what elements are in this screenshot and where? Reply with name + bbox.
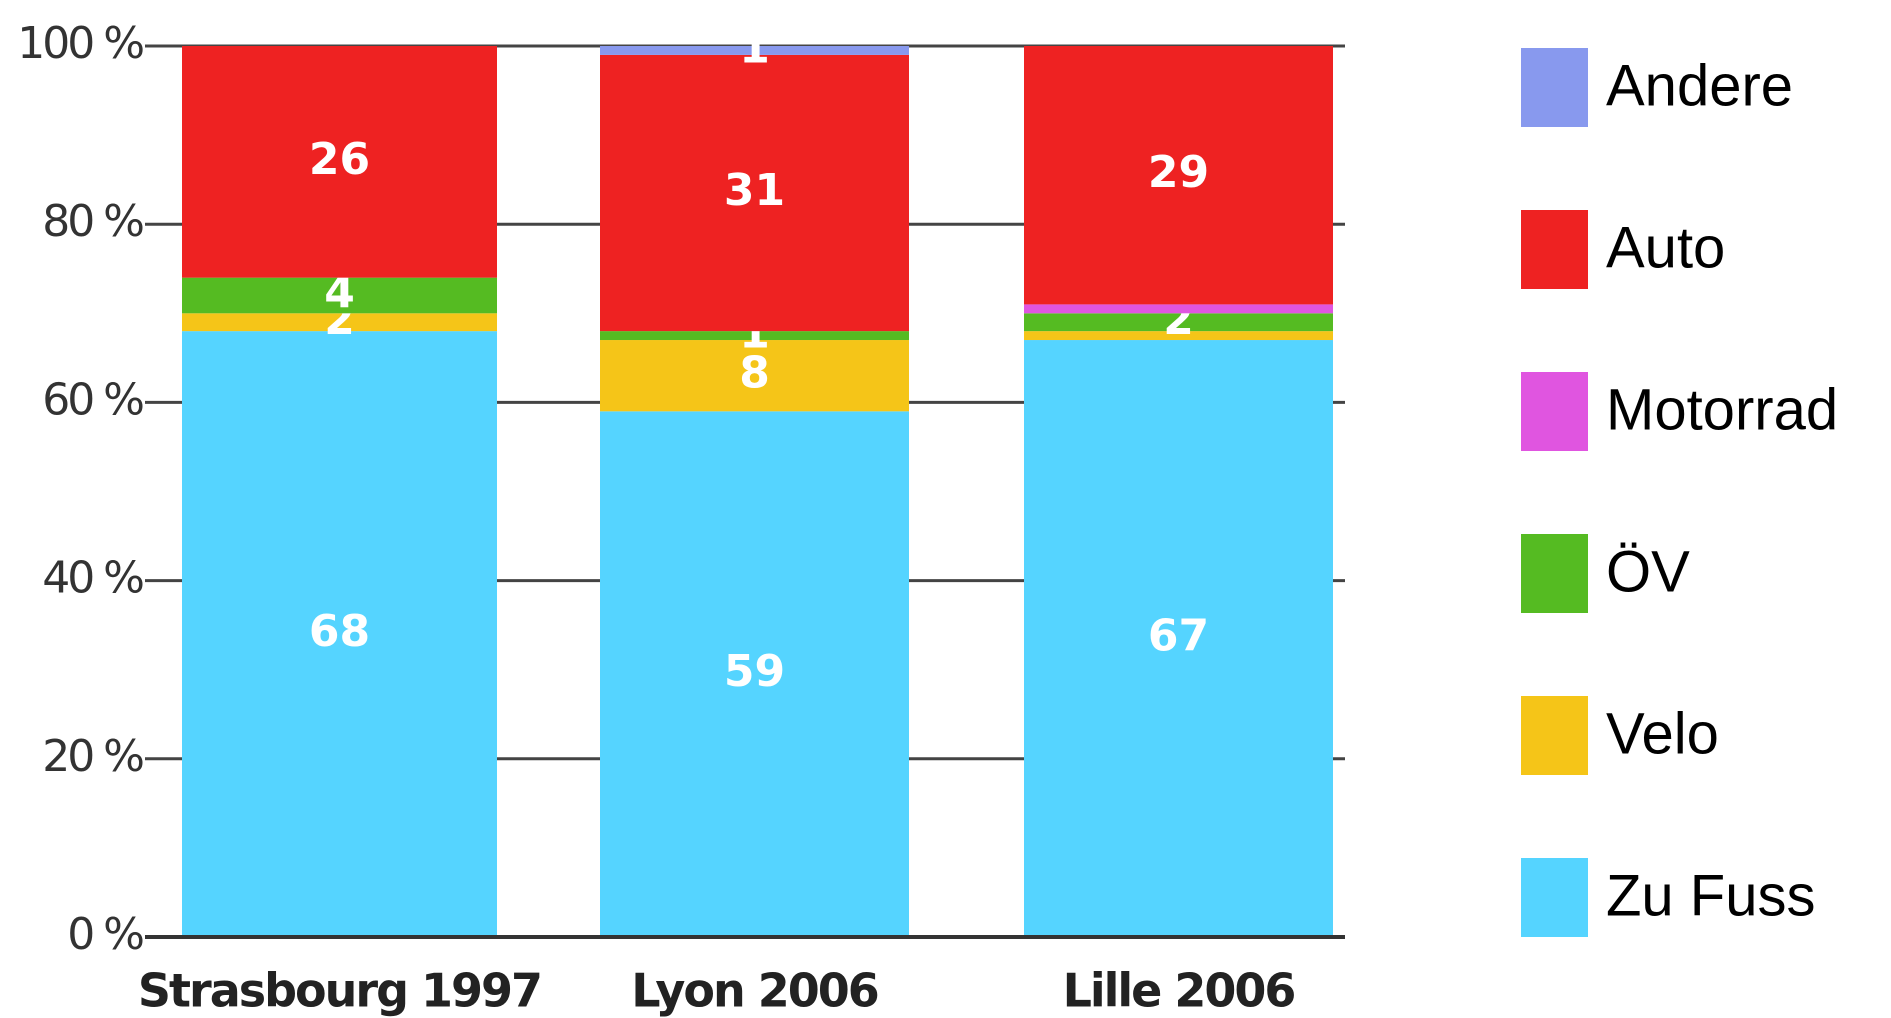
legend-label: Zu Fuss bbox=[1606, 863, 1816, 928]
legend-label: Velo bbox=[1606, 701, 1719, 766]
value-label: 67 bbox=[1148, 611, 1209, 662]
value-label: 31 bbox=[724, 165, 785, 216]
bar-segment bbox=[1024, 313, 1333, 332]
value-label: 59 bbox=[724, 646, 785, 697]
y-tick-label: 0 % bbox=[67, 909, 143, 960]
bar-segment bbox=[600, 54, 909, 332]
value-label: 8 bbox=[739, 348, 770, 399]
legend-swatch bbox=[1521, 534, 1588, 613]
x-tick-label: Strasbourg 1997 bbox=[138, 964, 541, 1018]
legend-swatch bbox=[1521, 858, 1588, 937]
value-label: 29 bbox=[1148, 147, 1209, 198]
legend-label: Auto bbox=[1606, 215, 1725, 280]
bar-segment bbox=[182, 46, 497, 278]
bar-segment bbox=[600, 331, 909, 341]
bar-segment bbox=[182, 277, 497, 314]
legend-swatch bbox=[1521, 372, 1588, 451]
bar-segment bbox=[182, 313, 497, 332]
legend-swatch bbox=[1521, 696, 1588, 775]
y-tick-label: 60 % bbox=[42, 374, 143, 425]
x-tick-label: Lille 2006 bbox=[1063, 964, 1295, 1018]
bar-segment bbox=[600, 340, 909, 412]
bar-segment bbox=[182, 331, 497, 937]
y-tick-label: 40 % bbox=[42, 553, 143, 604]
y-tick-label: 20 % bbox=[42, 731, 143, 782]
legend-swatch bbox=[1521, 210, 1588, 289]
bar-segment bbox=[600, 411, 909, 937]
value-label: 1 bbox=[739, 22, 770, 73]
legend-label: Andere bbox=[1606, 53, 1793, 118]
y-tick-label: 80 % bbox=[42, 196, 143, 247]
bar-segment bbox=[1024, 340, 1333, 937]
legend-label: ÖV bbox=[1606, 539, 1690, 604]
value-label: 68 bbox=[309, 606, 370, 657]
legend-label: Motorrad bbox=[1606, 377, 1838, 442]
y-tick-label: 100 % bbox=[17, 18, 143, 69]
bar-segment bbox=[600, 46, 909, 55]
legend-swatch bbox=[1521, 48, 1588, 127]
bar-segment bbox=[1024, 46, 1333, 305]
bar-segment bbox=[1024, 331, 1333, 341]
value-label: 26 bbox=[309, 134, 370, 185]
x-tick-label: Lyon 2006 bbox=[631, 964, 878, 1018]
bar-segment bbox=[1024, 304, 1333, 314]
